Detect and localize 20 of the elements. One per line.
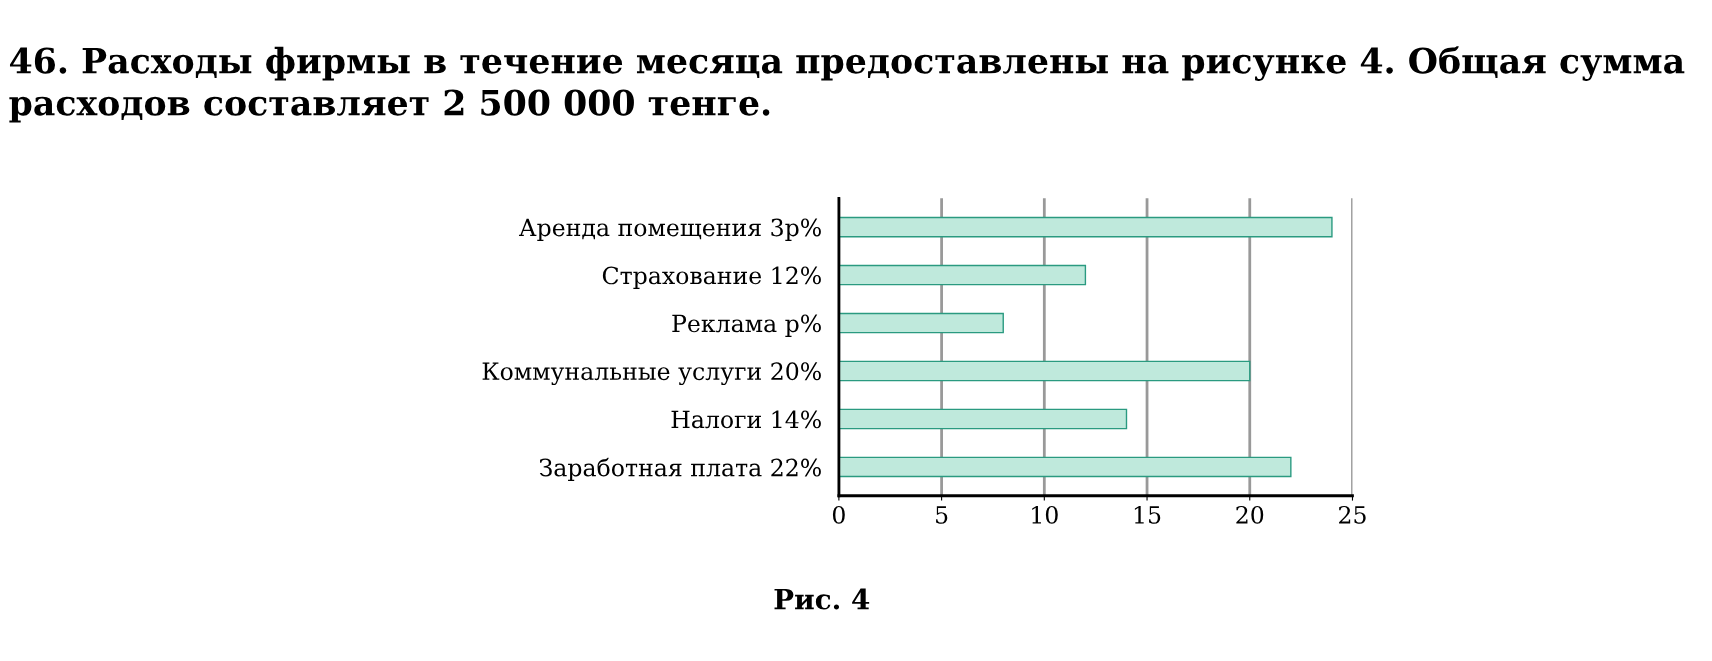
x-tick-label: 15 — [1134, 505, 1161, 524]
bar — [838, 456, 1292, 478]
chart-title: 46. Расходы фирмы в течение месяца предоставлены на рисунке 4. Общая сумма расходов составляет 2 500 000 тенге. — [9, 46, 1685, 123]
bar — [838, 408, 1128, 430]
y-tick-label: Страхование 12% — [602, 266, 821, 289]
text: Рис. 4 — [774, 588, 870, 610]
bar — [838, 264, 1087, 286]
y-tick-label: Реклама p% — [672, 314, 821, 337]
bar — [838, 312, 1004, 334]
x-tick-label: 25 — [1339, 505, 1366, 524]
bar — [838, 360, 1251, 382]
y-tick-label: Коммунальные услуги 20% — [482, 362, 821, 386]
x-tick-label: 20 — [1236, 505, 1264, 524]
x-tick-label: 5 — [936, 506, 948, 524]
x-tick-label: 10 — [1032, 505, 1058, 524]
y-tick-label: Заработная плата 22% — [539, 457, 821, 482]
y-tick-label: Аренда помещения 3p% — [518, 218, 821, 241]
y-tick-label: Налоги 14% — [671, 410, 821, 429]
x-tick-label: 0 — [832, 505, 845, 524]
bar — [838, 216, 1333, 238]
